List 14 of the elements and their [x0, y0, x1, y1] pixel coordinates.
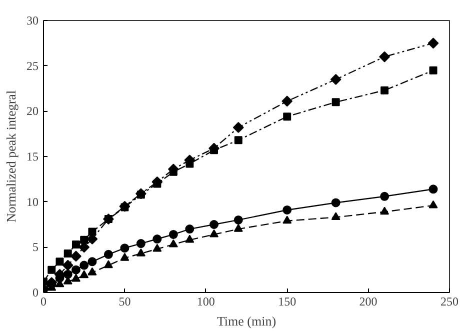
y-tick-label: 15: [26, 150, 38, 164]
x-tick-label: 150: [278, 294, 296, 308]
y-tick-label: 30: [26, 14, 38, 28]
y-tick-label: 10: [26, 194, 38, 209]
y-tick-label: 5: [32, 240, 38, 254]
x-tick-label: 200: [359, 294, 378, 308]
y-tick-label: 0: [32, 286, 38, 300]
y-tick-label: 20: [26, 104, 38, 118]
x-tick-label: 250: [440, 294, 458, 308]
x-tick-label: 50: [118, 294, 131, 308]
y-tick-label: 25: [26, 58, 38, 73]
x-axis-title: Time (min): [216, 314, 276, 328]
y-axis-title: Normalized peak integral: [4, 90, 18, 223]
x-tick-label: 100: [196, 294, 215, 308]
